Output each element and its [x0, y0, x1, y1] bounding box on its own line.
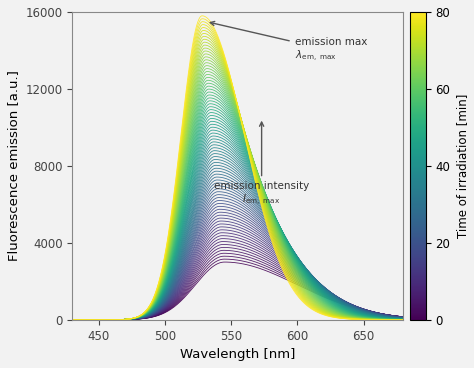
Text: emission max
$\lambda_\mathrm{em,\ max}$: emission max $\lambda_\mathrm{em,\ max}$ [210, 21, 367, 64]
X-axis label: Wavelength [nm]: Wavelength [nm] [180, 348, 295, 361]
Text: emission intensity
$I_\mathrm{em,\ max}$: emission intensity $I_\mathrm{em,\ max}$ [214, 122, 309, 208]
Y-axis label: Time of irradiation [min]: Time of irradiation [min] [456, 94, 469, 238]
Y-axis label: Fluorescence emission [a.u.]: Fluorescence emission [a.u.] [7, 70, 20, 261]
